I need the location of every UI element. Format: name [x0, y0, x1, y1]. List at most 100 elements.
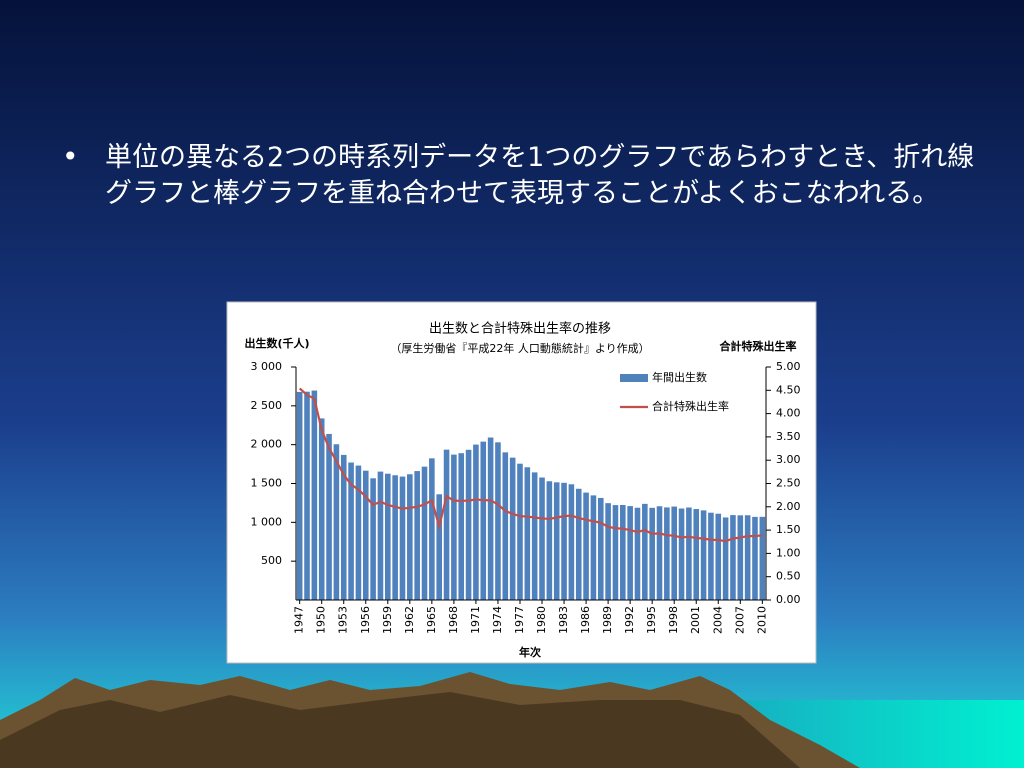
- chart-title: 出生数と合計特殊出生率の推移: [429, 321, 611, 337]
- y-tick-label: 500: [261, 554, 282, 567]
- x-tick-label: 2010: [755, 606, 768, 634]
- y2-tick-label: 1.00: [776, 546, 801, 559]
- bar: [693, 509, 700, 600]
- bar: [575, 488, 582, 600]
- bar: [553, 482, 560, 600]
- x-tick-label: 1986: [579, 606, 592, 634]
- bar: [370, 478, 376, 600]
- bullet-text: 単位の異なる2つの時系列データを1つのグラフであらわすとき、折れ線グラフと棒グラ…: [105, 142, 975, 209]
- bar: [561, 482, 567, 600]
- x-tick-label: 2001: [689, 606, 702, 634]
- bar: [612, 505, 619, 600]
- bar: [465, 449, 472, 600]
- legend-swatch: [620, 374, 648, 382]
- bar: [605, 503, 611, 600]
- bar: [686, 507, 692, 600]
- bar: [517, 463, 523, 600]
- bar: [311, 390, 318, 600]
- y-axis-label: 出生数(千人): [244, 336, 309, 350]
- bar: [385, 473, 391, 600]
- bar: [737, 515, 744, 600]
- bar: [355, 465, 362, 600]
- x-tick-label: 1998: [667, 606, 680, 634]
- bar: [590, 495, 597, 600]
- bar: [326, 433, 332, 600]
- bar: [730, 515, 736, 600]
- bar: [436, 494, 442, 600]
- x-axis-label: 年次: [519, 645, 541, 659]
- bar: [377, 471, 384, 600]
- bar: [597, 497, 604, 600]
- y2-tick-label: 3.50: [776, 430, 801, 443]
- y-tick-label: 1 500: [251, 477, 283, 490]
- x-tick-label: 1965: [425, 606, 438, 634]
- bar: [399, 476, 406, 600]
- bar: [487, 437, 494, 600]
- legend-label: 年間出生数: [652, 370, 707, 384]
- x-tick-label: 1971: [469, 606, 482, 634]
- bar: [531, 472, 538, 600]
- y2-tick-label: 4.00: [776, 407, 801, 420]
- bar: [340, 454, 347, 600]
- y-tick-label: 2 500: [251, 399, 283, 412]
- bar: [348, 462, 354, 600]
- bar: [362, 470, 369, 600]
- x-tick-label: 1950: [315, 606, 328, 634]
- bar: [634, 507, 641, 600]
- y2-axis-label: 合計特殊出生率: [720, 339, 797, 353]
- bar: [664, 507, 670, 600]
- bar: [744, 515, 751, 600]
- bar: [539, 477, 545, 600]
- y-tick-label: 2 000: [251, 438, 283, 451]
- chart-subtitle: （厚生労働省『平成22年 人口動態統計』より作成）: [390, 341, 649, 355]
- bar: [407, 474, 413, 600]
- y2-tick-label: 4.50: [776, 383, 801, 396]
- bar: [392, 475, 398, 600]
- bar: [715, 513, 722, 600]
- x-tick-label: 1980: [535, 606, 548, 634]
- bar: [451, 454, 457, 600]
- bar: [649, 507, 655, 600]
- bar: [671, 506, 677, 600]
- y2-tick-label: 0.50: [776, 570, 801, 583]
- x-tick-label: 1974: [491, 606, 504, 634]
- bar: [509, 457, 516, 600]
- y2-tick-label: 5.00: [776, 360, 801, 373]
- x-tick-label: 1956: [359, 606, 372, 634]
- y-tick-label: 3 000: [251, 360, 283, 373]
- bar: [495, 442, 501, 600]
- y2-tick-label: 3.00: [776, 453, 801, 466]
- bar: [656, 506, 663, 600]
- y-tick-label: 1 000: [251, 515, 283, 528]
- bar: [524, 467, 531, 600]
- bar: [333, 444, 340, 600]
- bar: [752, 516, 758, 600]
- bar: [429, 458, 435, 600]
- y2-tick-label: 2.00: [776, 500, 801, 513]
- x-tick-label: 2007: [733, 606, 746, 634]
- x-tick-label: 1959: [381, 606, 394, 634]
- bullet: •: [62, 140, 79, 173]
- bar: [502, 452, 509, 600]
- bar: [318, 418, 325, 600]
- bar: [627, 506, 633, 600]
- y2-tick-label: 1.50: [776, 523, 801, 536]
- x-tick-label: 1977: [513, 606, 526, 634]
- x-tick-label: 1992: [623, 606, 636, 634]
- x-tick-label: 1947: [293, 606, 306, 634]
- bar: [583, 492, 589, 600]
- bar: [458, 453, 465, 600]
- bar: [708, 512, 714, 600]
- x-tick-label: 1968: [447, 606, 460, 634]
- bar: [480, 441, 487, 600]
- bar: [568, 484, 575, 600]
- bar: [414, 471, 420, 600]
- x-tick-label: 1995: [645, 606, 658, 634]
- bar: [421, 466, 428, 600]
- x-tick-label: 2004: [711, 606, 724, 634]
- y2-tick-label: 2.50: [776, 477, 801, 490]
- bar: [722, 517, 729, 600]
- bar: [473, 444, 479, 600]
- x-tick-label: 1989: [601, 606, 614, 634]
